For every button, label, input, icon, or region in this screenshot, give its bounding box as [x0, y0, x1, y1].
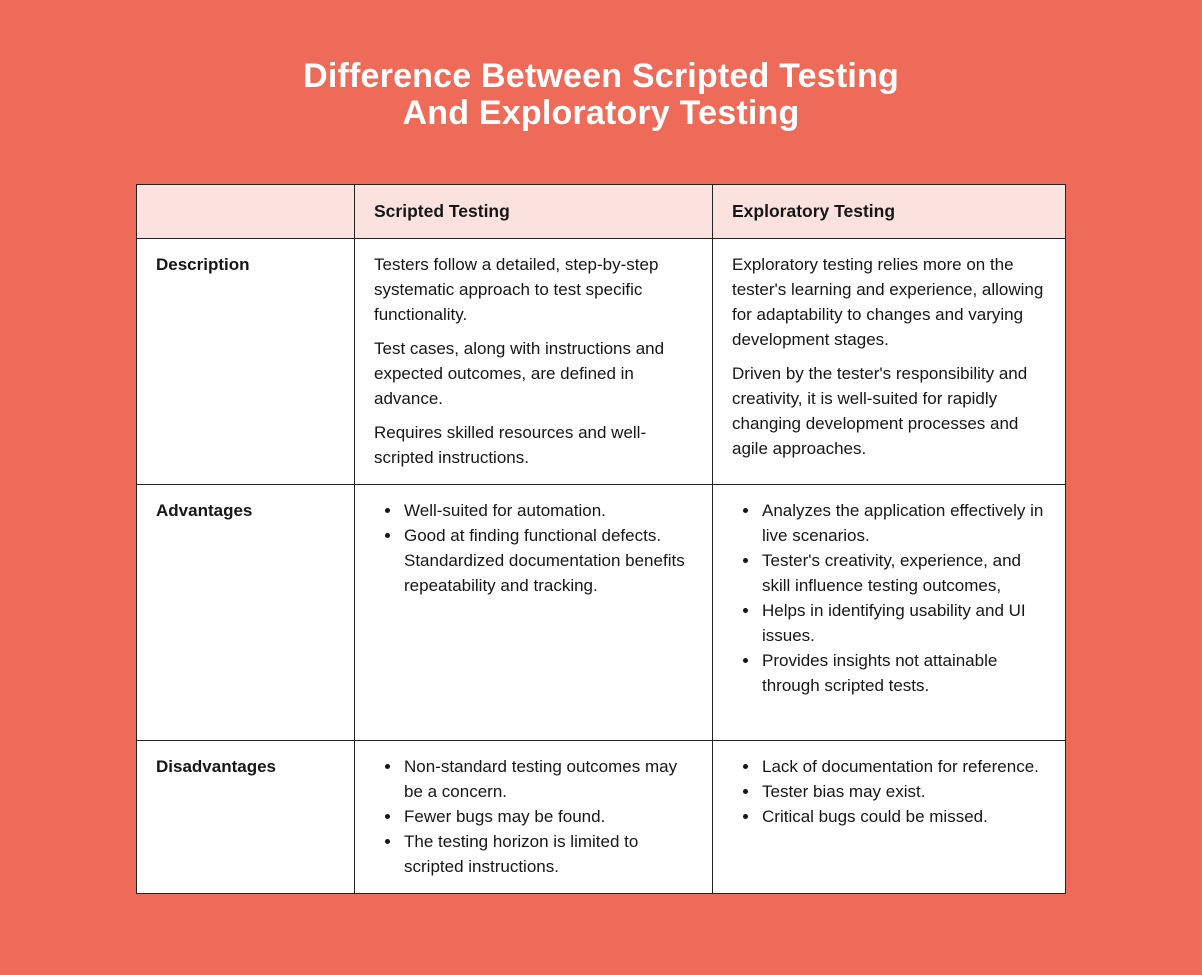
table-row-disadvantages: Disadvantages Non-standard testing outco…	[136, 740, 1066, 894]
description-paragraph: Test cases, along with instructions and …	[374, 339, 665, 408]
column-header-scripted: Scripted Testing	[354, 184, 713, 239]
disadvantages-scripted-list: Non-standard testing outcomes may be a c…	[374, 754, 693, 879]
row-label-description: Description	[136, 238, 355, 485]
bullet-item: The testing horizon is limited to script…	[402, 829, 693, 879]
advantages-exploratory-cell: Analyzes the application effectively in …	[712, 484, 1066, 741]
description-paragraph: Testers follow a detailed, step-by-step …	[374, 255, 659, 324]
bullet-item: Helps in identifying usability and UI is…	[760, 598, 1046, 648]
description-scripted-cell: Testers follow a detailed, step-by-step …	[354, 238, 713, 485]
bullet-item: Tester's creativity, experience, and ski…	[760, 548, 1046, 598]
corner-cell	[136, 184, 355, 239]
bullet-item: Lack of documentation for reference.	[760, 754, 1046, 779]
bullet-item: Provides insights not attainable through…	[760, 648, 1046, 698]
comparison-table: Scripted Testing Exploratory Testing Des…	[136, 184, 1066, 894]
description-paragraph: Exploratory testing relies more on the t…	[732, 255, 1044, 349]
title-line-1: Difference Between Scripted Testing	[303, 57, 899, 95]
bullet-item: Well-suited for automation.	[402, 498, 693, 523]
table-row-description: Description Testers follow a detailed, s…	[136, 238, 1066, 485]
description-exploratory-cell: Exploratory testing relies more on the t…	[712, 238, 1066, 485]
row-label-advantages: Advantages	[136, 484, 355, 741]
disadvantages-exploratory-list: Lack of documentation for reference.Test…	[732, 754, 1046, 829]
column-header-exploratory: Exploratory Testing	[712, 184, 1066, 239]
advantages-scripted-list: Well-suited for automation.Good at findi…	[374, 498, 693, 598]
bullet-item: Analyzes the application effectively in …	[760, 498, 1046, 548]
bullet-item: Fewer bugs may be found.	[402, 804, 693, 829]
description-paragraph: Driven by the tester's responsibility an…	[732, 364, 1028, 458]
disadvantages-scripted-cell: Non-standard testing outcomes may be a c…	[354, 740, 713, 894]
table-row-advantages: Advantages Well-suited for automation.Go…	[136, 484, 1066, 741]
table-header-row: Scripted Testing Exploratory Testing	[136, 184, 1066, 239]
disadvantages-exploratory-cell: Lack of documentation for reference.Test…	[712, 740, 1066, 894]
bullet-item: Non-standard testing outcomes may be a c…	[402, 754, 693, 804]
advantages-exploratory-list: Analyzes the application effectively in …	[732, 498, 1046, 698]
bullet-item: Good at finding functional defects. Stan…	[402, 523, 693, 598]
advantages-scripted-cell: Well-suited for automation.Good at findi…	[354, 484, 713, 741]
bullet-item: Tester bias may exist.	[760, 779, 1046, 804]
row-label-disadvantages: Disadvantages	[136, 740, 355, 894]
page-title: Difference Between Scripted Testing And …	[0, 58, 1202, 132]
description-paragraph: Requires skilled resources and well-scri…	[374, 423, 647, 467]
title-line-2: And Exploratory Testing	[402, 94, 800, 132]
bullet-item: Critical bugs could be missed.	[760, 804, 1046, 829]
